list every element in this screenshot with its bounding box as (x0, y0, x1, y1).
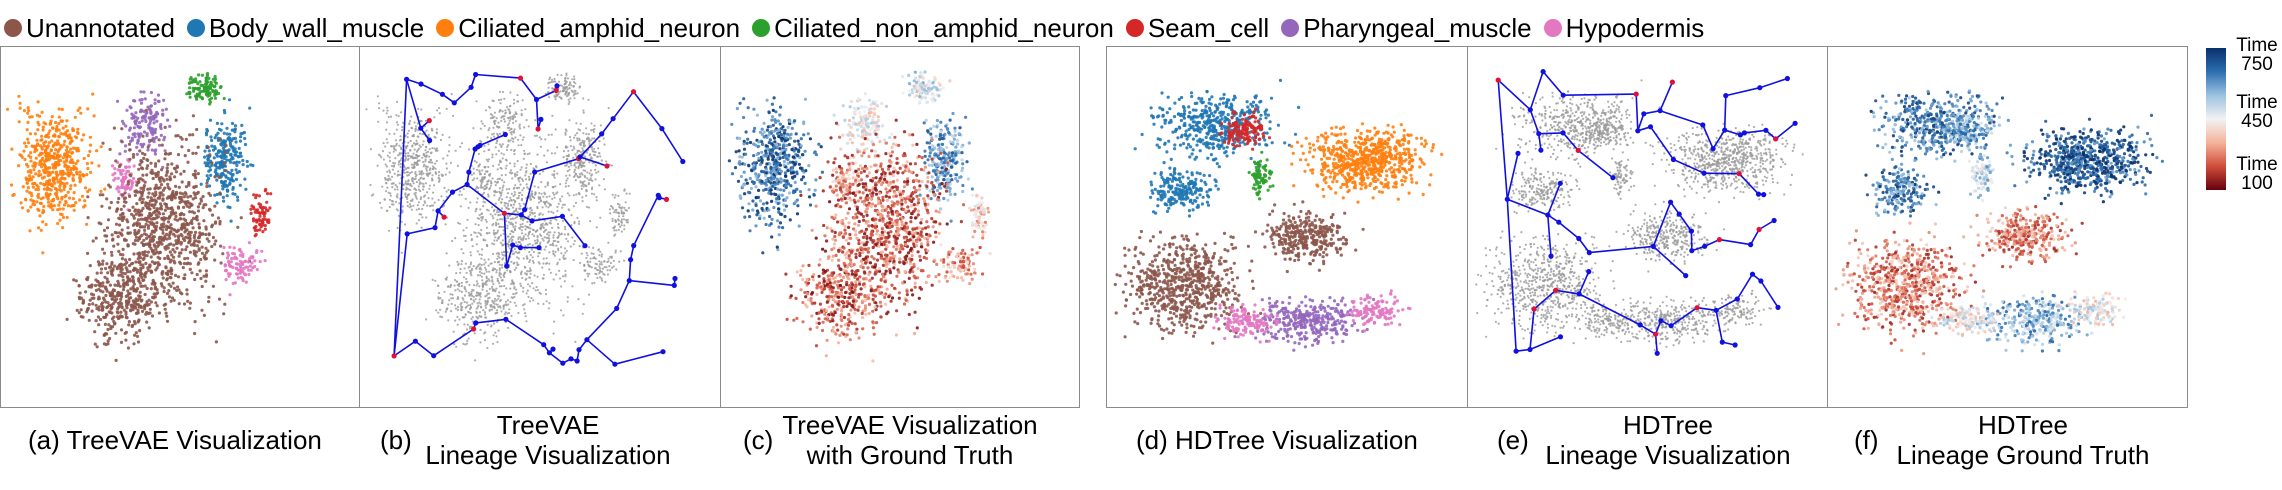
legend-swatch (4, 19, 22, 37)
legend-item: Ciliated_amphid_neuron (436, 13, 740, 44)
legend-item: Ciliated_non_amphid_neuron (752, 13, 1114, 44)
caption-e: HDTree Lineage Visualization (1518, 410, 1818, 470)
legend-swatch (1281, 19, 1300, 37)
caption-line-1: TreeVAE Visualization (782, 410, 1038, 440)
legend-swatch (752, 19, 771, 37)
legend-item: Pharyngeal_muscle (1281, 12, 1532, 44)
panel-f-scatter (1827, 46, 2188, 408)
legend-swatch (436, 19, 455, 37)
scatter-plot-c (727, 70, 992, 363)
caption-d: (d) HDTree Visualization (1136, 425, 1418, 455)
legend-label: Seam_cell (1147, 12, 1270, 43)
colorbar-title-top: Time (2236, 35, 2278, 56)
scatter-plot-e (1475, 69, 1804, 356)
panel-e-scatter (1467, 46, 1828, 408)
scatter-points (365, 72, 631, 362)
time-colorbar (2206, 48, 2226, 190)
panel-b-scatter (359, 46, 721, 408)
caption-line-1: HDTree (1622, 410, 1714, 440)
colorbar-title-mid: Time (2236, 92, 2278, 113)
legend-label: Unannotated (26, 12, 175, 43)
panel-c-scatter (720, 46, 1080, 408)
legend: Unannotated Body_wall_muscle Ciliated_am… (4, 10, 1716, 46)
scatter-plot-b (365, 71, 686, 367)
caption-line-2: Lineage Visualization (425, 440, 671, 470)
scatter-plot-a (5, 72, 273, 362)
caption-letter: (d) (1136, 425, 1168, 455)
legend-item: Body_wall_muscle (186, 12, 425, 44)
caption-a: (a) TreeVAE Visualization (28, 425, 322, 455)
legend-item: Unannotated (4, 13, 175, 44)
colorbar-title-bot: Time (2236, 154, 2278, 175)
legend-swatch (1543, 19, 1562, 37)
caption-f: HDTree Lineage Ground Truth (1873, 410, 2173, 470)
legend-item: Seam_cell (1125, 12, 1270, 44)
legend-swatch (1125, 19, 1144, 37)
scatter-plot-d (1113, 78, 1444, 352)
legend-item: Hypodermis (1543, 12, 1705, 44)
caption-line-1: HDTree (1977, 410, 2069, 440)
legend-label: Ciliated_amphid_neuron (458, 12, 741, 43)
legend-swatch (186, 19, 205, 37)
colorbar-tick-mid: 450 (2241, 111, 2273, 132)
caption-letter-e: (e) (1497, 425, 1529, 455)
caption-text: TreeVAE Visualization (66, 425, 322, 455)
caption-letter-f: (f) (1854, 425, 1879, 455)
lineage-tree (391, 71, 686, 367)
scatter-points (1475, 79, 1804, 352)
legend-label: Hypodermis (1565, 12, 1705, 43)
legend-label: Ciliated_non_amphid_neuron (774, 12, 1114, 43)
caption-line-2: with Ground Truth (806, 440, 1014, 470)
colorbar-tick-bot: 100 (2241, 173, 2273, 194)
legend-label: Body_wall_muscle (208, 12, 425, 43)
caption-letter-c: (c) (743, 425, 774, 455)
scatter-plot-f (1834, 89, 2164, 356)
caption-b: TreeVAE Lineage Visualization (398, 410, 698, 470)
legend-label: Pharyngeal_muscle (1303, 12, 1532, 43)
scatter-points (1113, 78, 1444, 352)
caption-text: HDTree Visualization (1175, 425, 1418, 455)
lineage-tree (1495, 69, 1798, 356)
caption-line-1: TreeVAE (496, 410, 600, 440)
caption-line-2: Lineage Ground Truth (1896, 440, 2150, 470)
caption-line-2: Lineage Visualization (1545, 440, 1791, 470)
caption-letter: (a) (28, 425, 60, 455)
colorbar-tick-top: 750 (2241, 54, 2273, 75)
scatter-points (1834, 89, 2164, 356)
panel-a-scatter (0, 46, 360, 408)
caption-letter-b: (b) (380, 425, 412, 455)
scatter-points (5, 72, 273, 362)
panel-d-scatter (1106, 46, 1468, 408)
caption-c: TreeVAE Visualization with Ground Truth (760, 410, 1060, 470)
scatter-points (727, 70, 992, 363)
